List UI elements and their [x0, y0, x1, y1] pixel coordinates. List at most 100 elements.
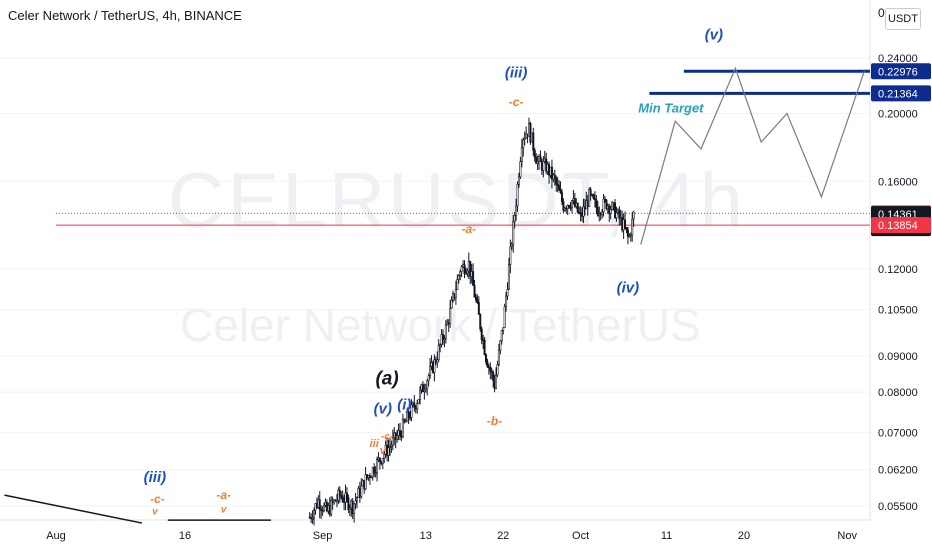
wave-label: (iv): [617, 279, 640, 296]
candle-body: [477, 302, 480, 315]
price-axis-label-text: 0.13854: [878, 220, 918, 232]
wave-label: iii: [370, 438, 380, 450]
price-axis-label-text: 0.21364: [878, 88, 918, 100]
candle-body: [492, 372, 495, 381]
candle-body: [443, 338, 446, 340]
candle-body: [596, 207, 599, 216]
candle-body: [348, 507, 351, 511]
candle-body: [466, 270, 469, 274]
currency-button[interactable]: USDT: [885, 8, 921, 30]
candle-body: [556, 184, 559, 186]
candle-body: [396, 435, 399, 440]
candle-body: [388, 446, 391, 449]
candle-body: [562, 201, 565, 211]
wave-label: v: [221, 505, 228, 516]
price-axis-label: [871, 217, 931, 234]
candle-body: [592, 194, 595, 199]
candle-body: [416, 403, 419, 410]
projection-path: [640, 66, 865, 245]
y-tick-label: 0.12000: [878, 264, 918, 276]
candle-body: [568, 205, 571, 208]
candle-body: [407, 411, 410, 419]
candle-body: [595, 199, 598, 208]
wave-label: (a): [375, 369, 398, 390]
candle-body: [486, 361, 489, 368]
candle-body: [355, 497, 358, 502]
candle-body: [618, 209, 621, 219]
y-tick-label: 0.24000: [878, 53, 918, 65]
candle-body: [374, 472, 377, 475]
x-tick-label: Oct: [572, 530, 589, 542]
candle-body: [542, 161, 545, 171]
candle-body: [340, 494, 343, 498]
candle-body: [463, 264, 466, 275]
x-tick-label: Sep: [313, 530, 333, 542]
wave-label: Min Target: [638, 101, 704, 116]
candle-body: [345, 492, 348, 498]
candle-body: [632, 211, 635, 220]
wave-label: v: [380, 445, 387, 457]
candle-body: [536, 161, 539, 164]
candle-body: [516, 184, 519, 207]
y-tick-label: 0.16000: [878, 176, 918, 188]
candle-body: [353, 503, 356, 514]
candle-body: [490, 370, 493, 373]
candle-body: [483, 339, 486, 356]
wave-label: -a-: [216, 488, 231, 502]
candle-body: [476, 299, 479, 303]
candle-body: [429, 366, 432, 376]
candle-body: [503, 306, 506, 328]
candle-body: [625, 227, 628, 231]
candle-body: [433, 359, 436, 373]
wave-label: -b-: [487, 414, 502, 428]
candle-body: [444, 324, 447, 339]
candle-body: [484, 354, 487, 363]
candle-body: [450, 299, 453, 309]
x-tick-label: Nov: [837, 530, 857, 542]
candle-body: [496, 364, 499, 376]
candle-body: [497, 349, 500, 365]
candle-body: [311, 517, 314, 520]
candle-body: [588, 189, 591, 207]
candle-body: [611, 202, 614, 210]
candle-body: [423, 389, 426, 393]
candle-body: [517, 176, 520, 185]
candle-body: [383, 453, 386, 459]
candle-body: [472, 271, 475, 286]
candle-body: [502, 327, 505, 331]
wave-label: -c-: [509, 95, 524, 109]
trend-line: [4, 494, 143, 524]
y-tick-label: 0.09000: [878, 351, 918, 363]
candle-body: [426, 380, 429, 389]
x-tick-label: 16: [179, 530, 191, 542]
candle-body: [602, 198, 605, 213]
candle-body: [360, 485, 363, 497]
candle-body: [582, 206, 585, 217]
candle-body: [449, 307, 452, 324]
candle-body: [500, 330, 503, 342]
candle-body: [510, 244, 513, 248]
y-tick-label: 0.05500: [878, 501, 918, 513]
candle-body: [387, 447, 390, 456]
candle-body: [522, 139, 525, 149]
candle-body: [436, 359, 439, 363]
candle-body: [335, 499, 338, 502]
wave-label: -a-: [461, 222, 476, 236]
scale-zero-label: 0: [878, 6, 885, 20]
candle-body: [593, 198, 596, 201]
candle-body: [626, 229, 629, 237]
wave-label: -c-: [381, 431, 394, 442]
candle-body: [555, 177, 558, 185]
candle-body: [479, 314, 482, 330]
candle-body: [338, 489, 341, 496]
candle-body: [347, 497, 350, 511]
x-tick-label: 13: [420, 530, 432, 542]
candle-body: [439, 344, 442, 347]
candle-body: [417, 398, 420, 404]
candle-body: [573, 198, 576, 207]
candle-body: [457, 275, 460, 280]
candle-body: [354, 500, 357, 505]
candle-body: [403, 419, 406, 423]
